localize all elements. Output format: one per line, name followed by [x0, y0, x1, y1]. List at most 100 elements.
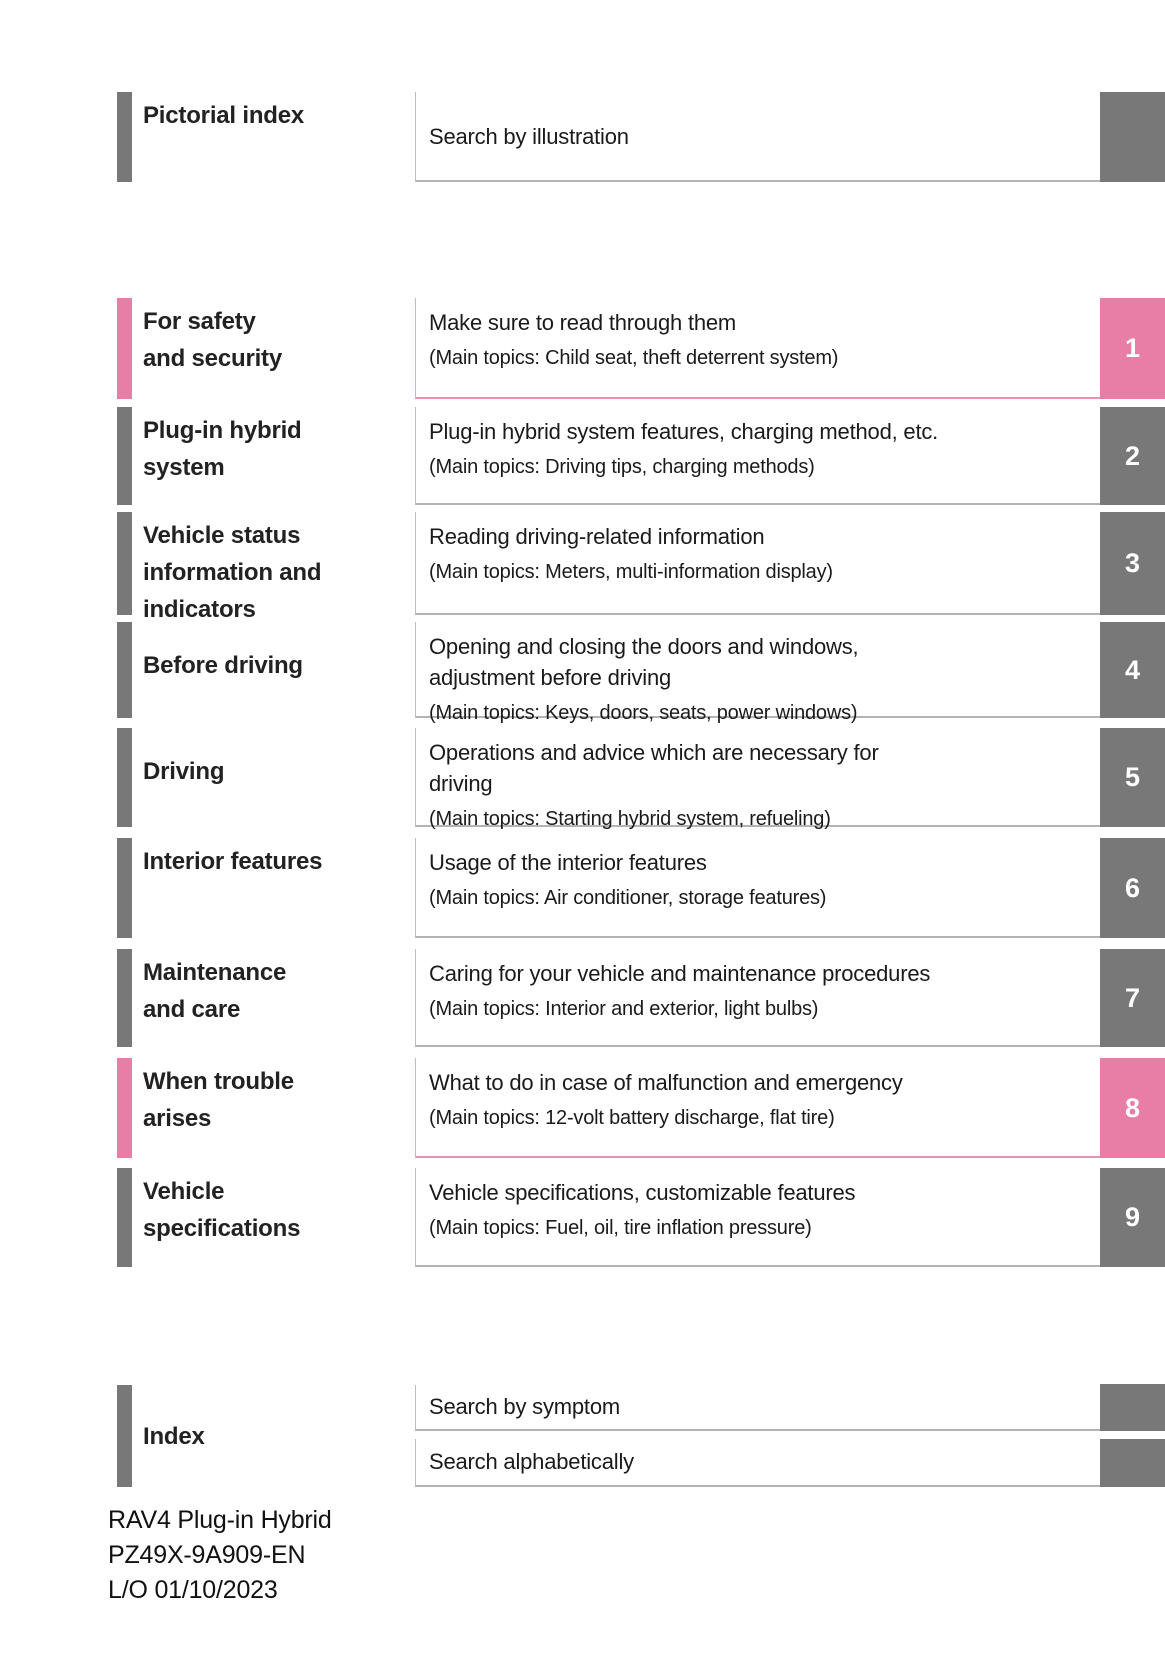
section-label-line: information and	[143, 559, 322, 586]
chapter-tab-5[interactable]: 5	[1100, 728, 1165, 827]
chapter-tab-1[interactable]: 1	[1100, 298, 1165, 399]
toc-entry-title: What to do in case of malfunction and em…	[429, 1070, 903, 1095]
accent-bar-1	[117, 298, 132, 399]
chapter-tab-2[interactable]: 2	[1100, 407, 1165, 505]
toc-entry-topics: (Main topics: Driving tips, charging met…	[429, 456, 815, 478]
toc-entry-title: Plug-in hybrid system features, charging…	[429, 419, 939, 444]
section-for-safety-and-security: For safety and security Make sure to rea…	[0, 298, 1165, 399]
chapter-tab-pictorial[interactable]	[1100, 92, 1165, 182]
accent-bar-3	[117, 512, 132, 615]
chapter-number: 2	[1124, 440, 1141, 471]
section-label-line: When trouble	[143, 1068, 294, 1095]
section-label-line: system	[143, 454, 225, 481]
section-when-trouble-arises: When trouble arises What to do in case o…	[0, 1058, 1165, 1158]
chapter-tab-4[interactable]: 4	[1100, 622, 1165, 718]
chapter-tab-index-symptom[interactable]	[1100, 1384, 1165, 1431]
chapter-tab-6[interactable]: 6	[1100, 838, 1165, 938]
toc-entry-topics: (Main topics: Child seat, theft deterren…	[429, 347, 839, 369]
section-vehicle-status-information: Vehicle status information and indicator…	[0, 512, 1165, 623]
toc-entry-1[interactable]: Make sure to read through them (Main top…	[415, 298, 1100, 399]
section-label-8: When trouble arises	[143, 1063, 401, 1158]
toc-entry-pictorial[interactable]: Search by illustration	[415, 92, 1100, 182]
chapter-number: 7	[1124, 982, 1141, 1013]
toc-entry-title: Opening and closing the doors and window…	[429, 634, 859, 659]
section-label-3: Vehicle status information and indicator…	[143, 517, 401, 623]
section-driving: Driving Operations and advice which are …	[0, 728, 1165, 830]
chapter-number: 4	[1124, 654, 1141, 685]
accent-bar-index	[117, 1385, 132, 1487]
toc-entry-topics: (Main topics: Air conditioner, storage f…	[429, 887, 827, 909]
toc-entry-text: Search by illustration	[429, 123, 629, 149]
section-pictorial-index: Pictorial index Search by illustration	[0, 92, 1165, 182]
chapter-tab-9[interactable]: 9	[1100, 1168, 1165, 1267]
accent-bar-7	[117, 949, 132, 1047]
toc-entry-title: driving	[429, 771, 493, 796]
section-label-7: Maintenance and care	[143, 954, 401, 1047]
toc-entry-7[interactable]: Caring for your vehicle and maintenance …	[415, 949, 1100, 1047]
accent-bar-4	[117, 622, 132, 718]
accent-bar-9	[117, 1168, 132, 1267]
toc-entry-3[interactable]: Reading driving-related information (Mai…	[415, 512, 1100, 615]
section-label-line: arises	[143, 1105, 212, 1132]
toc-entry-topics: (Main topics: Keys, doors, seats, power …	[429, 702, 858, 724]
chapter-tab-8[interactable]: 8	[1100, 1058, 1165, 1158]
toc-entry-title: Usage of the interior features	[429, 850, 707, 875]
section-label-line: and security	[143, 345, 282, 372]
toc-entry-topics: (Main topics: Interior and exterior, lig…	[429, 998, 819, 1020]
section-label-line: Maintenance	[143, 959, 287, 986]
section-before-driving: Before driving Opening and closing the d…	[0, 622, 1165, 724]
toc-entry-topics: (Main topics: 12-volt battery discharge,…	[429, 1107, 835, 1129]
section-index: Index Search by symptom Search alphabeti…	[0, 1384, 1165, 1487]
toc-entry-title: Make sure to read through them	[429, 310, 737, 335]
toc-entry-5[interactable]: Operations and advice which are necessar…	[415, 728, 1100, 830]
section-label-line: For safety	[143, 308, 256, 335]
toc-entry-title: Caring for your vehicle and maintenance …	[429, 961, 931, 986]
accent-bar-8	[117, 1058, 132, 1158]
toc-entry-4[interactable]: Opening and closing the doors and window…	[415, 622, 1100, 724]
chapter-tab-3[interactable]: 3	[1100, 512, 1165, 615]
chapter-tab-index-alphabetical[interactable]	[1100, 1439, 1165, 1487]
toc-entry-9[interactable]: Vehicle specifications, customizable fea…	[415, 1168, 1100, 1267]
section-label-line: Driving	[143, 758, 225, 785]
section-label-1: For safety and security	[143, 303, 401, 399]
accent-bar-pictorial	[117, 92, 132, 182]
toc-entry-title: Vehicle specifications, customizable fea…	[429, 1180, 856, 1205]
section-label-text: Pictorial index	[143, 102, 305, 129]
accent-bar-5	[117, 728, 132, 827]
toc-entry-topics: (Main topics: Starting hybrid system, re…	[429, 808, 831, 830]
toc-entry-6[interactable]: Usage of the interior features (Main top…	[415, 838, 1100, 938]
section-label-line: Interior features	[143, 848, 323, 875]
toc-entry-title: Reading driving-related information	[429, 524, 765, 549]
section-label-line: Before driving	[143, 652, 303, 679]
section-plug-in-hybrid-system: Plug-in hybrid system Plug-in hybrid sys…	[0, 407, 1165, 505]
toc-entry-topics: (Main topics: Meters, multi-information …	[429, 561, 833, 583]
section-label-6: Interior features	[143, 843, 401, 938]
toc-entry-8[interactable]: What to do in case of malfunction and em…	[415, 1058, 1100, 1158]
chapter-tab-7[interactable]: 7	[1100, 949, 1165, 1047]
section-maintenance-and-care: Maintenance and care Caring for your veh…	[0, 949, 1165, 1047]
chapter-number: 3	[1124, 548, 1141, 578]
toc-entry-topics: (Main topics: Fuel, oil, tire inflation …	[429, 1217, 812, 1239]
chapter-number: 9	[1124, 1202, 1141, 1232]
toc-entry-search-alphabetically[interactable]: Search alphabetically	[415, 1439, 1100, 1487]
section-label-2: Plug-in hybrid system	[143, 412, 401, 505]
chapter-number: 8	[1124, 1092, 1141, 1123]
section-vehicle-specifications: Vehicle specifications Vehicle specifica…	[0, 1168, 1165, 1267]
toc-entry-2[interactable]: Plug-in hybrid system features, charging…	[415, 407, 1100, 505]
chapter-number: 6	[1124, 872, 1141, 903]
toc-entry-search-by-symptom[interactable]: Search by symptom	[415, 1385, 1100, 1431]
accent-bar-2	[117, 407, 132, 505]
section-label-line: and care	[143, 996, 241, 1023]
section-label-text: Index	[143, 1422, 205, 1450]
footer-part-number: PZ49X-9A909-EN	[108, 1541, 306, 1569]
section-interior-features: Interior features Usage of the interior …	[0, 838, 1165, 938]
section-label-9: Vehicle specifications	[143, 1173, 401, 1267]
section-label-5: Driving	[143, 733, 401, 827]
toc-entry-title: Operations and advice which are necessar…	[429, 740, 879, 765]
section-label-line: Vehicle	[143, 1178, 225, 1205]
document-footer: RAV4 Plug-in Hybrid PZ49X-9A909-EN L/O 0…	[108, 1503, 332, 1608]
section-label-line: Vehicle status	[143, 522, 301, 549]
section-label-line: Plug-in hybrid	[143, 417, 302, 444]
chapter-number: 5	[1124, 762, 1141, 792]
section-label-pictorial: Pictorial index	[143, 97, 401, 182]
